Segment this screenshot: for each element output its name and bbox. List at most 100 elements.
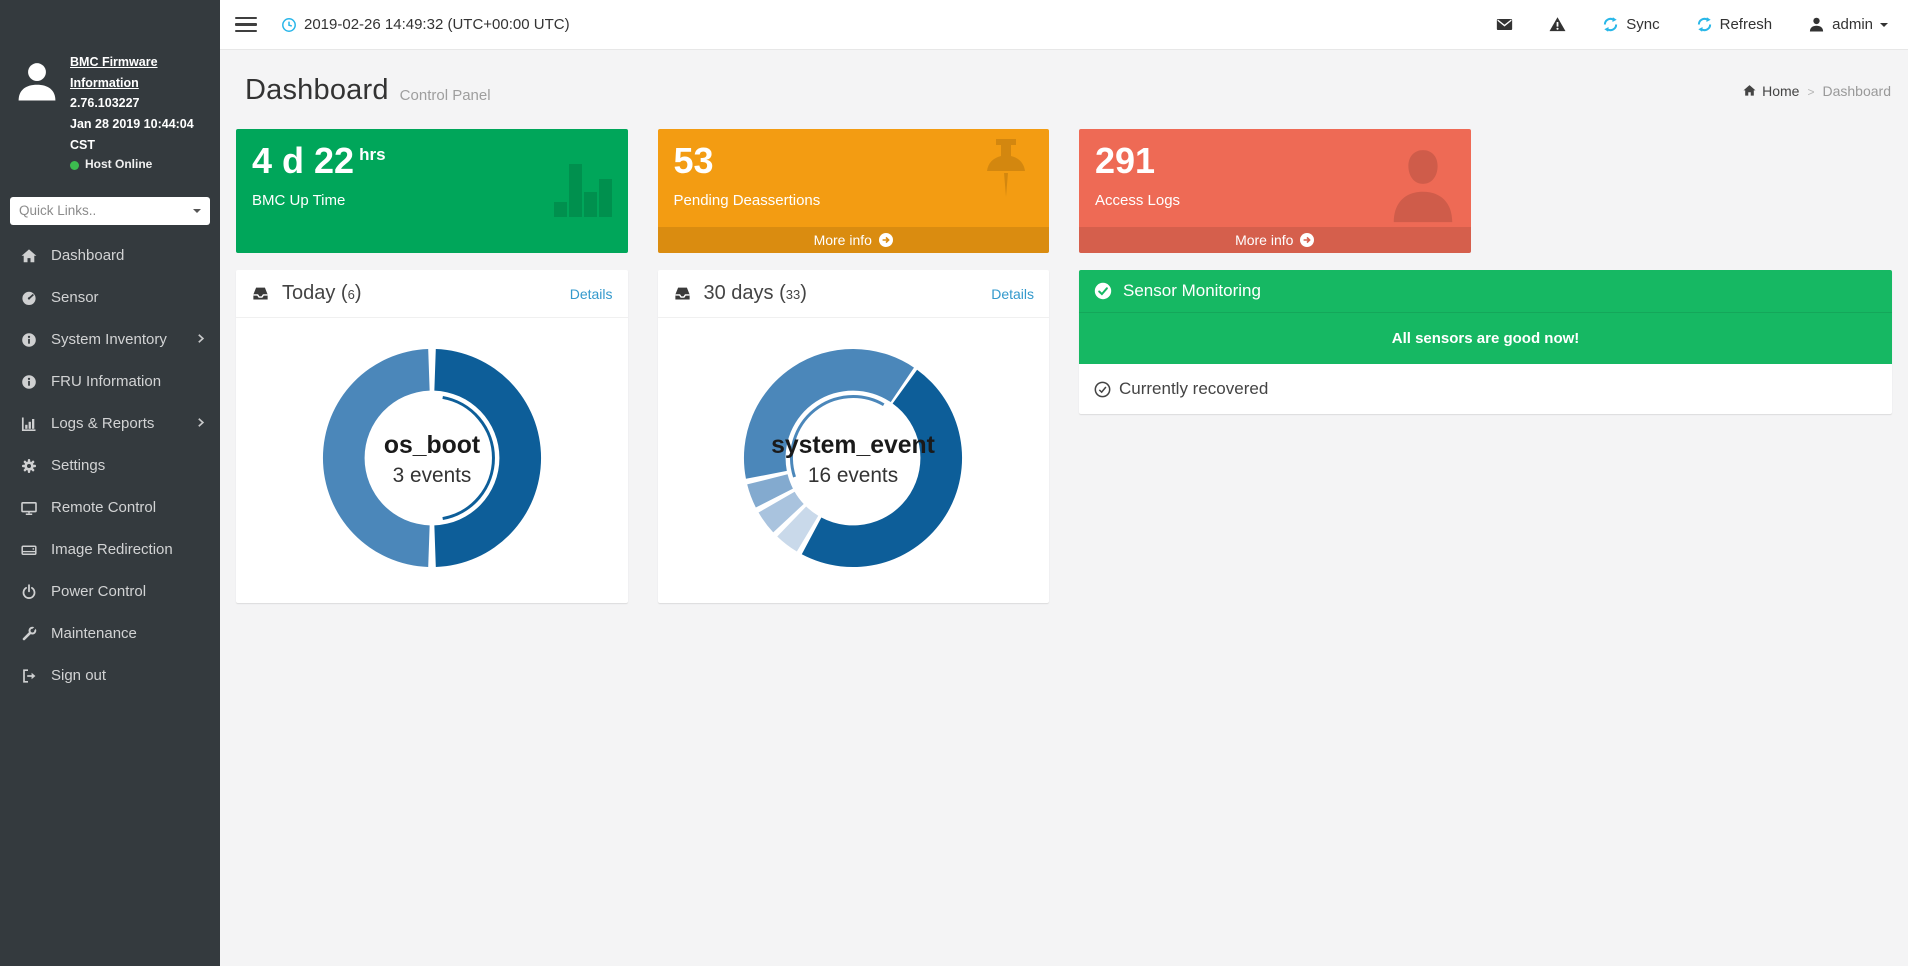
host-status-dot (70, 161, 79, 170)
donut-chart-30days[interactable]: system_event16 events (738, 343, 968, 578)
host-status-label: Host Online (85, 155, 152, 175)
page-title: Dashboard (245, 74, 389, 107)
inbox-icon (251, 284, 270, 303)
topbar: 2019-02-26 14:49:32 (UTC+00:00 UTC) Sync… (220, 0, 1908, 50)
app-window: BMC Firmware Information 2.76.103227 Jan… (0, 0, 1908, 966)
sidebar-item-dashboard[interactable]: Dashboard (0, 235, 220, 277)
sidebar-item-logs-reports[interactable]: Logs & Reports (0, 403, 220, 445)
sidebar-item-label: Maintenance (51, 625, 137, 642)
avatar (14, 58, 60, 104)
sensor-recovered-label: Currently recovered (1119, 379, 1268, 399)
sync-label: Sync (1626, 16, 1659, 33)
monitor-icon (20, 500, 38, 516)
refresh-icon (1696, 16, 1713, 33)
sidebar-item-label: Dashboard (51, 247, 124, 264)
breadcrumb-current: Dashboard (1823, 83, 1892, 99)
sidebar-item-sign-out[interactable]: Sign out (0, 655, 220, 697)
home-icon (20, 248, 38, 264)
refresh-button[interactable]: Refresh (1696, 16, 1773, 33)
power-icon (20, 584, 38, 600)
sidebar-item-label: Sensor (51, 289, 99, 306)
drive-icon (20, 542, 38, 558)
uptime-label: BMC Up Time (252, 192, 612, 209)
sensor-panel-title: Sensor Monitoring (1123, 281, 1261, 301)
access-logs-card: 291 Access Logs More info (1079, 129, 1471, 253)
chevron-right-icon (195, 331, 206, 348)
sidebar-item-label: FRU Information (51, 373, 161, 390)
messages-button[interactable] (1496, 16, 1513, 33)
arrow-circle-icon (1300, 233, 1314, 247)
system-datetime: 2019-02-26 14:49:32 (UTC+00:00 UTC) (281, 16, 570, 33)
panel-title: 30 days33 (704, 282, 807, 305)
info-circle-icon (20, 374, 38, 390)
sidebar-item-label: Power Control (51, 583, 146, 600)
svg-text:16 events: 16 events (808, 464, 898, 487)
sidebar: BMC Firmware Information 2.76.103227 Jan… (0, 0, 220, 966)
today-events-panel: Today6 Details os_boot3 events (236, 270, 628, 603)
thirty-days-details-link[interactable]: Details (991, 286, 1034, 302)
page-subtitle: Control Panel (400, 87, 491, 104)
access-logs-more-info-link[interactable]: More info (1079, 227, 1471, 253)
quick-links-placeholder: Quick Links.. (19, 203, 96, 218)
breadcrumb-separator (1807, 83, 1814, 99)
check-circle-icon (1094, 282, 1112, 300)
chevron-down-icon (1880, 23, 1888, 31)
sidebar-item-label: Sign out (51, 667, 106, 684)
home-icon (1743, 84, 1756, 97)
hamburger-menu-button[interactable] (233, 15, 259, 35)
gauge-icon (20, 290, 38, 306)
username-label: admin (1832, 16, 1873, 33)
info-circle-icon (20, 332, 38, 348)
sensor-status-message: All sensors are good now! (1079, 313, 1892, 364)
sidebar-item-maintenance[interactable]: Maintenance (0, 613, 220, 655)
chevron-down-icon (193, 209, 201, 217)
donut-chart-today[interactable]: os_boot3 events (317, 343, 547, 578)
deassertions-value: 53 (674, 140, 1034, 181)
envelope-icon (1496, 16, 1513, 33)
deassertions-label: Pending Deassertions (674, 192, 1034, 209)
alerts-button[interactable] (1549, 16, 1566, 33)
sync-button[interactable]: Sync (1602, 16, 1659, 33)
check-circle-outline-icon (1094, 381, 1111, 398)
warning-icon (1549, 16, 1566, 33)
breadcrumb: Home Dashboard (1743, 83, 1891, 99)
sidebar-item-image-redirection[interactable]: Image Redirection (0, 529, 220, 571)
sidebar-item-label: Logs & Reports (51, 415, 154, 432)
sidebar-item-fru-information[interactable]: FRU Information (0, 361, 220, 403)
svg-text:os_boot: os_boot (384, 432, 480, 459)
bmc-uptime-card: 4 d 22hrs BMC Up Time (236, 129, 628, 253)
sidebar-item-settings[interactable]: Settings (0, 445, 220, 487)
access-logs-value: 291 (1095, 140, 1455, 181)
bar-chart-icon (20, 416, 38, 432)
breadcrumb-home-link[interactable]: Home (1743, 83, 1799, 99)
sidebar-item-label: Settings (51, 457, 105, 474)
sidebar-item-label: Remote Control (51, 499, 156, 516)
clock-icon (281, 17, 297, 33)
datetime-label: 2019-02-26 14:49:32 (UTC+00:00 UTC) (304, 16, 570, 33)
sidebar-item-sensor[interactable]: Sensor (0, 277, 220, 319)
panel-title: Today6 (282, 282, 362, 305)
thirty-days-events-panel: 30 days33 Details system_event16 events (658, 270, 1050, 603)
sidebar-item-label: System Inventory (51, 331, 167, 348)
arrow-circle-icon (879, 233, 893, 247)
sidebar-item-system-inventory[interactable]: System Inventory (0, 319, 220, 361)
pending-deassertions-card: 53 Pending Deassertions More info (658, 129, 1050, 253)
firmware-info-link[interactable]: BMC Firmware Information (70, 55, 158, 90)
uptime-value: 4 d 22hrs (252, 140, 612, 181)
gear-icon (20, 458, 38, 474)
access-logs-label: Access Logs (1095, 192, 1455, 209)
sync-icon (1602, 16, 1619, 33)
sidebar-item-remote-control[interactable]: Remote Control (0, 487, 220, 529)
sidebar-item-label: Image Redirection (51, 541, 173, 558)
inbox-icon (673, 284, 692, 303)
firmware-date: Jan 28 2019 10:44:04 CST (70, 114, 210, 155)
deassertions-more-info-link[interactable]: More info (658, 227, 1050, 253)
user-menu-button[interactable]: admin (1808, 16, 1888, 33)
quick-links-select[interactable]: Quick Links.. (10, 197, 210, 225)
wrench-icon (20, 626, 38, 642)
sensor-monitoring-panel: Sensor Monitoring All sensors are good n… (1079, 270, 1892, 414)
sign-out-icon (20, 668, 38, 684)
today-details-link[interactable]: Details (570, 286, 613, 302)
sidebar-nav: Dashboard Sensor System Inventory FRU In… (0, 235, 220, 697)
sidebar-item-power-control[interactable]: Power Control (0, 571, 220, 613)
